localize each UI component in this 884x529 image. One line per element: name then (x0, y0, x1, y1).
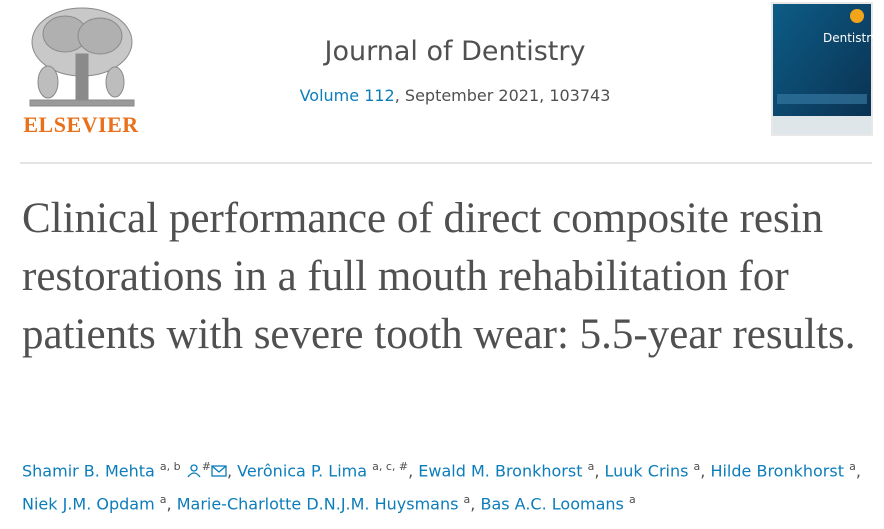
affiliation[interactable]: a (587, 460, 595, 473)
author-name[interactable]: Verônica P. Lima (237, 461, 368, 481)
author-name[interactable]: Ewald M. Bronkhorst (418, 461, 583, 481)
separator: , (594, 461, 605, 481)
affiliation[interactable]: a (628, 493, 636, 507)
affiliation[interactable]: a, c, # (372, 460, 409, 473)
author-name[interactable]: Luuk Crins (604, 461, 689, 481)
author-list: Shamir B. Mehta a, b #, Verônica P. Lima… (22, 452, 872, 519)
author-name[interactable]: Shamir B. Mehta (22, 461, 155, 481)
email-icon[interactable] (211, 464, 227, 478)
separator: , (855, 461, 861, 481)
journal-title[interactable]: Journal of Dentistry (324, 36, 586, 67)
separator: , (408, 461, 419, 481)
author-name[interactable]: Niek J.M. Opdam (22, 494, 155, 514)
affiliation[interactable]: a, b (159, 460, 181, 473)
author-note[interactable]: # (201, 460, 211, 473)
separator: , (226, 461, 238, 481)
separator: , (700, 461, 711, 481)
journal-cover[interactable]: Dentistry (771, 2, 873, 136)
author-name[interactable]: Bas A.C. Loomans (480, 494, 624, 514)
affiliation[interactable]: a (849, 460, 856, 473)
cover-title: Dentistry (823, 31, 873, 45)
volume-link[interactable]: Volume 112 (299, 86, 395, 105)
publisher: ELSEVIER (23, 112, 139, 137)
affiliation[interactable]: a (693, 460, 701, 473)
affiliation[interactable]: a (159, 493, 167, 507)
elsevier-logo[interactable] (20, 4, 142, 112)
issue-line: Volume 112, September 2021, 103743 (250, 86, 660, 105)
person-icon[interactable] (186, 464, 202, 478)
author-name[interactable]: Hilde Bronkhorst (710, 461, 844, 481)
author-name[interactable]: Marie-Charlotte D.N.J.M. Huysmans (176, 494, 459, 514)
separator: , (470, 494, 481, 514)
issue-info: , September 2021, 103743 (394, 86, 611, 105)
article-title: Clinical performance of direct composite… (22, 195, 856, 358)
divider (20, 162, 872, 164)
separator: , (166, 494, 177, 514)
affiliation[interactable]: a (463, 493, 471, 507)
